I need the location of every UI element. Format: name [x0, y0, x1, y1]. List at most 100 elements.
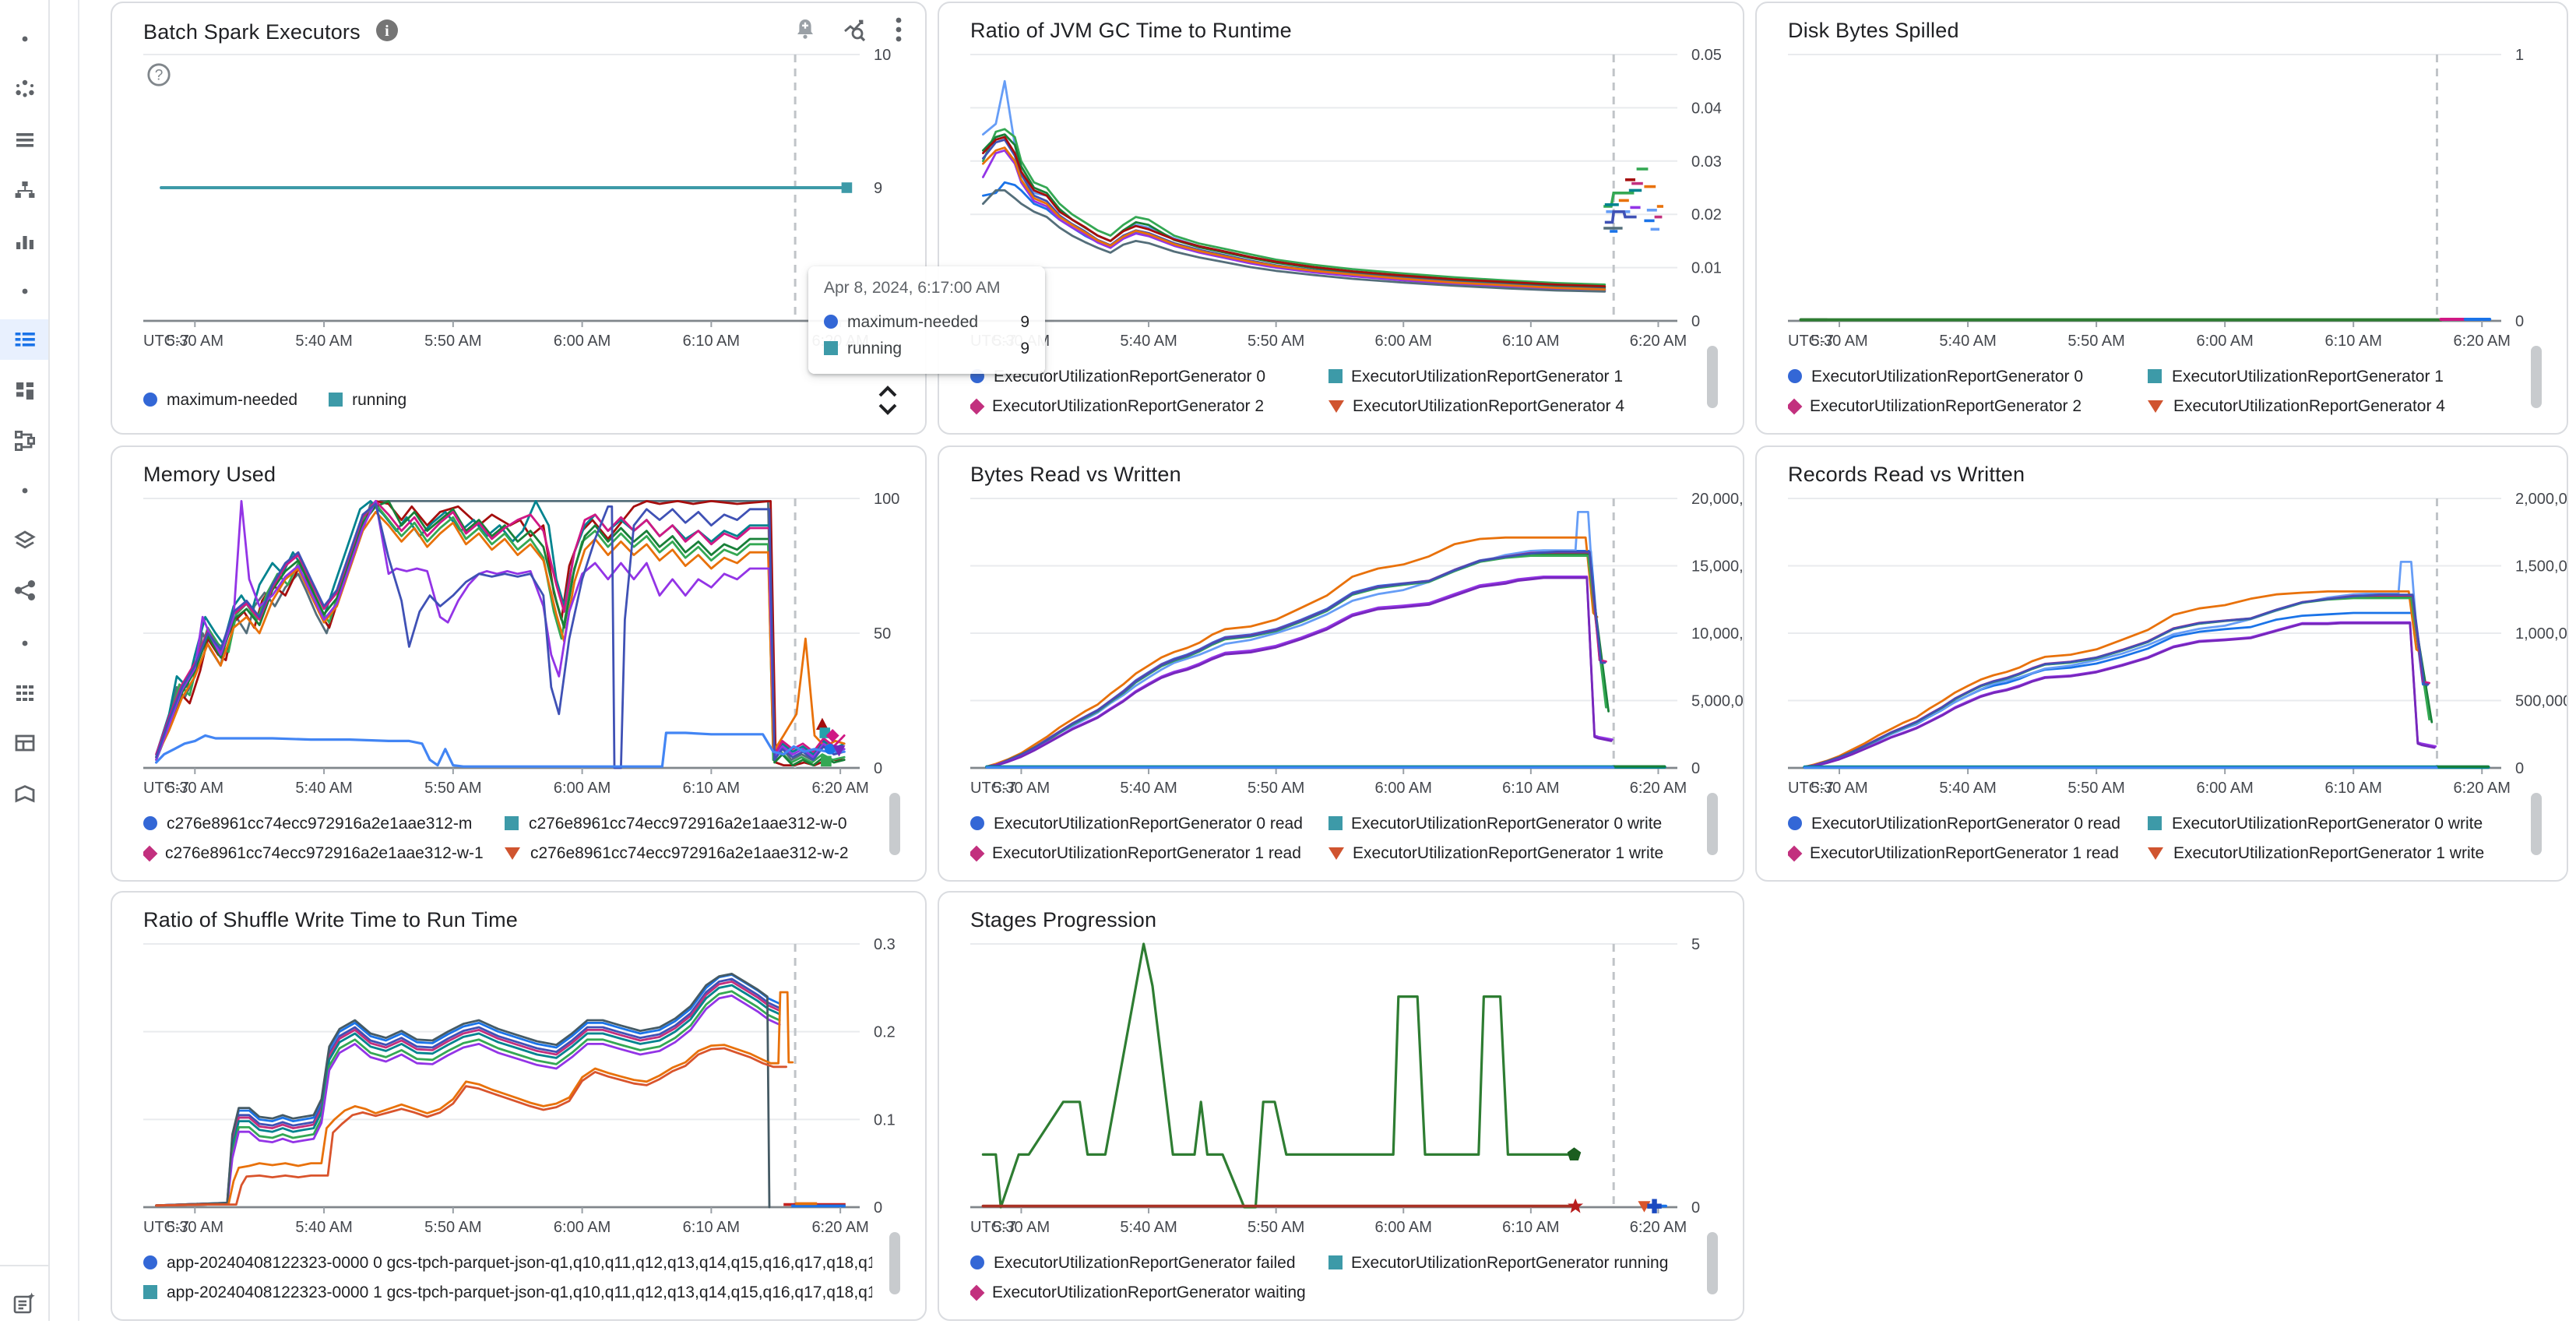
- nav-list-icon[interactable]: [0, 120, 48, 160]
- legend-scrollbar[interactable]: [1707, 793, 1718, 855]
- nav-apps-grid-icon[interactable]: [0, 673, 48, 713]
- legend-label: c276e8961cc74ecc972916a2e1aae312-m: [167, 814, 473, 833]
- chart-canvas[interactable]: 1 0 5:30 AM 5:40 AM 5:50 AM 6:00 AM 6:10 AM 6:2…: [1757, 3, 2568, 435]
- series-line: [985, 551, 1607, 768]
- legend-tri-down-marker-icon: [2148, 400, 2164, 412]
- legend-item[interactable]: ExecutorUtilizationReportGenerator 1 wri…: [2148, 843, 2514, 862]
- panel-batch-spark-executors: Batch Spark Executorsi10985:30 AM5:40 AM…: [111, 2, 927, 435]
- nav-dot-1[interactable]: [0, 19, 48, 59]
- y-axis-tick-label: 9: [874, 180, 882, 197]
- legend-item[interactable]: c276e8961cc74ecc972916a2e1aae312-m: [143, 814, 496, 833]
- nav-dashboard-tiles-icon[interactable]: [0, 371, 48, 411]
- series-marker-icon: [824, 341, 838, 355]
- legend-scrollbar[interactable]: [1707, 346, 1718, 408]
- tooltip-series-value: 9: [1020, 312, 1029, 331]
- legend-scrollbar[interactable]: [1707, 1232, 1718, 1294]
- legend-item[interactable]: ExecutorUtilizationReportGenerator 0 wri…: [1328, 814, 1690, 833]
- chart-marker: [1647, 1199, 1662, 1213]
- legend-item[interactable]: ExecutorUtilizationReportGenerator 2: [970, 396, 1318, 415]
- legend-item[interactable]: ExecutorUtilizationReportGenerator 1 rea…: [1788, 843, 2139, 862]
- legend-item[interactable]: ExecutorUtilizationReportGenerator 0 rea…: [970, 814, 1318, 833]
- series-line: [982, 146, 1606, 291]
- nav-dot-4[interactable]: [0, 623, 48, 664]
- legend-item[interactable]: c276e8961cc74ecc972916a2e1aae312-w-1: [143, 843, 496, 862]
- legend-item[interactable]: ExecutorUtilizationReportGenerator 1: [2148, 367, 2514, 386]
- legend-row: ExecutorUtilizationReportGenerator 0 rea…: [970, 808, 1690, 838]
- legend-item[interactable]: app-20240408122323-0000 0 gcs-tpch-parqu…: [143, 1253, 872, 1272]
- legend-item[interactable]: ExecutorUtilizationReportGenerator 4: [1328, 396, 1690, 415]
- chart-canvas[interactable]: 0.3 0.2 0.1 0 5:30 AM 5:40 AM 5:50 AM 6:00 AM 6:…: [112, 893, 927, 1321]
- series-line: [155, 500, 846, 762]
- legend-tri-down-marker-icon: [1328, 847, 1344, 859]
- utc-offset-label: UTC-7: [1788, 780, 1834, 797]
- chart-legend: ExecutorUtilizationReportGenerator 0 Exec…: [970, 361, 1690, 421]
- legend-item[interactable]: ExecutorUtilizationReportGenerator waiti…: [970, 1283, 1318, 1301]
- legend-row: ExecutorUtilizationReportGenerator 0 Exec…: [1788, 361, 2514, 391]
- more-options-kebab-icon[interactable]: [894, 16, 903, 44]
- series-marker-icon: [824, 315, 838, 329]
- legend-item[interactable]: ExecutorUtilizationReportGenerator 1 rea…: [970, 843, 1318, 862]
- x-axis-tick-label: 5:30 AM: [1811, 780, 1867, 797]
- svg-text:?: ?: [155, 67, 164, 83]
- legend-item[interactable]: ExecutorUtilizationReportGenerator 0 wri…: [2148, 814, 2514, 833]
- nav-dot-2[interactable]: [0, 271, 48, 312]
- utc-offset-label: UTC-7: [143, 333, 189, 350]
- nav-layers-icon[interactable]: [0, 520, 48, 561]
- legend-item[interactable]: ExecutorUtilizationReportGenerator 4: [2148, 396, 2514, 415]
- legend-item[interactable]: ExecutorUtilizationReportGenerator 2: [1788, 396, 2139, 415]
- series-line: [1804, 621, 2437, 769]
- chart-legend: maximum-needed running: [143, 385, 872, 414]
- chart-canvas[interactable]: 2,000,000,000 1,500,000,000 1,000,000,000 5…: [1757, 447, 2568, 882]
- legend-row: c276e8961cc74ecc972916a2e1aae312-m c276e8…: [143, 808, 872, 838]
- nav-org-tree-icon[interactable]: [0, 170, 48, 210]
- x-axis-tick-label: 6:00 AM: [2196, 780, 2253, 797]
- series-line: [982, 188, 1606, 293]
- legend-scrollbar[interactable]: [2531, 346, 2542, 408]
- series-line: [155, 500, 846, 767]
- nav-metrics-list-icon-selected[interactable]: [0, 319, 48, 360]
- legend-item[interactable]: app-20240408122323-0000 1 gcs-tpch-parqu…: [143, 1283, 872, 1301]
- nav-compose-note-icon[interactable]: [0, 1284, 48, 1324]
- chart-canvas[interactable]: 100 50 0 5:30 AM 5:40 AM 5:50 AM 6:00 AM 6:10 A…: [112, 447, 927, 882]
- legend-item[interactable]: ExecutorUtilizationReportGenerator 1: [1328, 367, 1690, 386]
- explore-metrics-icon[interactable]: [843, 17, 869, 42]
- chart-canvas[interactable]: 20,000,000,000 15,000,000,000 10,000,000,0…: [939, 447, 1744, 882]
- legend-item[interactable]: ExecutorUtilizationReportGenerator 0: [1788, 367, 2139, 386]
- legend-scrollbar[interactable]: [2531, 793, 2542, 855]
- chart-legend: ExecutorUtilizationReportGenerator 0 rea…: [970, 808, 1690, 868]
- legend-item[interactable]: running: [329, 390, 406, 409]
- x-axis-tick-label: 6:20 AM: [1630, 1219, 1687, 1236]
- help-icon[interactable]: ?: [146, 62, 171, 87]
- nav-hub-icon[interactable]: [0, 69, 48, 109]
- x-axis-tick-label: 6:10 AM: [1502, 333, 1559, 350]
- series-line: [155, 1047, 787, 1207]
- legend-item[interactable]: c276e8961cc74ecc972916a2e1aae312-w-0: [505, 814, 872, 833]
- chart-canvas[interactable]: 5 0 5:30 AM 5:40 AM 5:50 AM 6:00 AM 6:10 AM 6:2…: [939, 893, 1744, 1321]
- x-axis-tick-label: 5:30 AM: [993, 1219, 1050, 1236]
- info-icon[interactable]: i: [376, 19, 399, 42]
- legend-item[interactable]: ExecutorUtilizationReportGenerator 0 rea…: [1788, 814, 2139, 833]
- series-line: [155, 974, 781, 1207]
- legend-scrollbar[interactable]: [889, 1232, 900, 1294]
- chart-canvas[interactable]: 10985:30 AM5:40 AM5:50 AM6:00 AM6:10 AM6…: [112, 3, 927, 435]
- legend-row: c276e8961cc74ecc972916a2e1aae312-w-1 c276…: [143, 838, 872, 868]
- rail-divider: [0, 1265, 48, 1266]
- legend-scrollbar[interactable]: [889, 793, 900, 855]
- legend-expand-chevrons[interactable]: [875, 383, 900, 417]
- legend-item[interactable]: ExecutorUtilizationReportGenerator 1 wri…: [1328, 843, 1690, 862]
- forecast-segment: [1604, 210, 1637, 224]
- nav-bar-chart-icon[interactable]: [0, 221, 48, 262]
- add-alert-bell-icon[interactable]: [793, 17, 818, 42]
- legend-item[interactable]: ExecutorUtilizationReportGenerator runni…: [1328, 1253, 1690, 1272]
- nav-dot-3[interactable]: [0, 470, 48, 511]
- chart-marker: [832, 745, 846, 757]
- legend-item[interactable]: maximum-needed: [143, 390, 297, 409]
- legend-tri-down-marker-icon: [1328, 400, 1344, 412]
- nav-pipeline-icon[interactable]: [0, 421, 48, 461]
- nav-bookmark-icon[interactable]: [0, 774, 48, 815]
- legend-item[interactable]: ExecutorUtilizationReportGenerator faile…: [970, 1253, 1318, 1272]
- nav-share-graph-icon[interactable]: [0, 570, 48, 611]
- legend-item[interactable]: c276e8961cc74ecc972916a2e1aae312-w-2: [505, 843, 872, 862]
- tooltip-series-label: maximum-needed: [847, 312, 979, 331]
- nav-table-icon[interactable]: [0, 723, 48, 763]
